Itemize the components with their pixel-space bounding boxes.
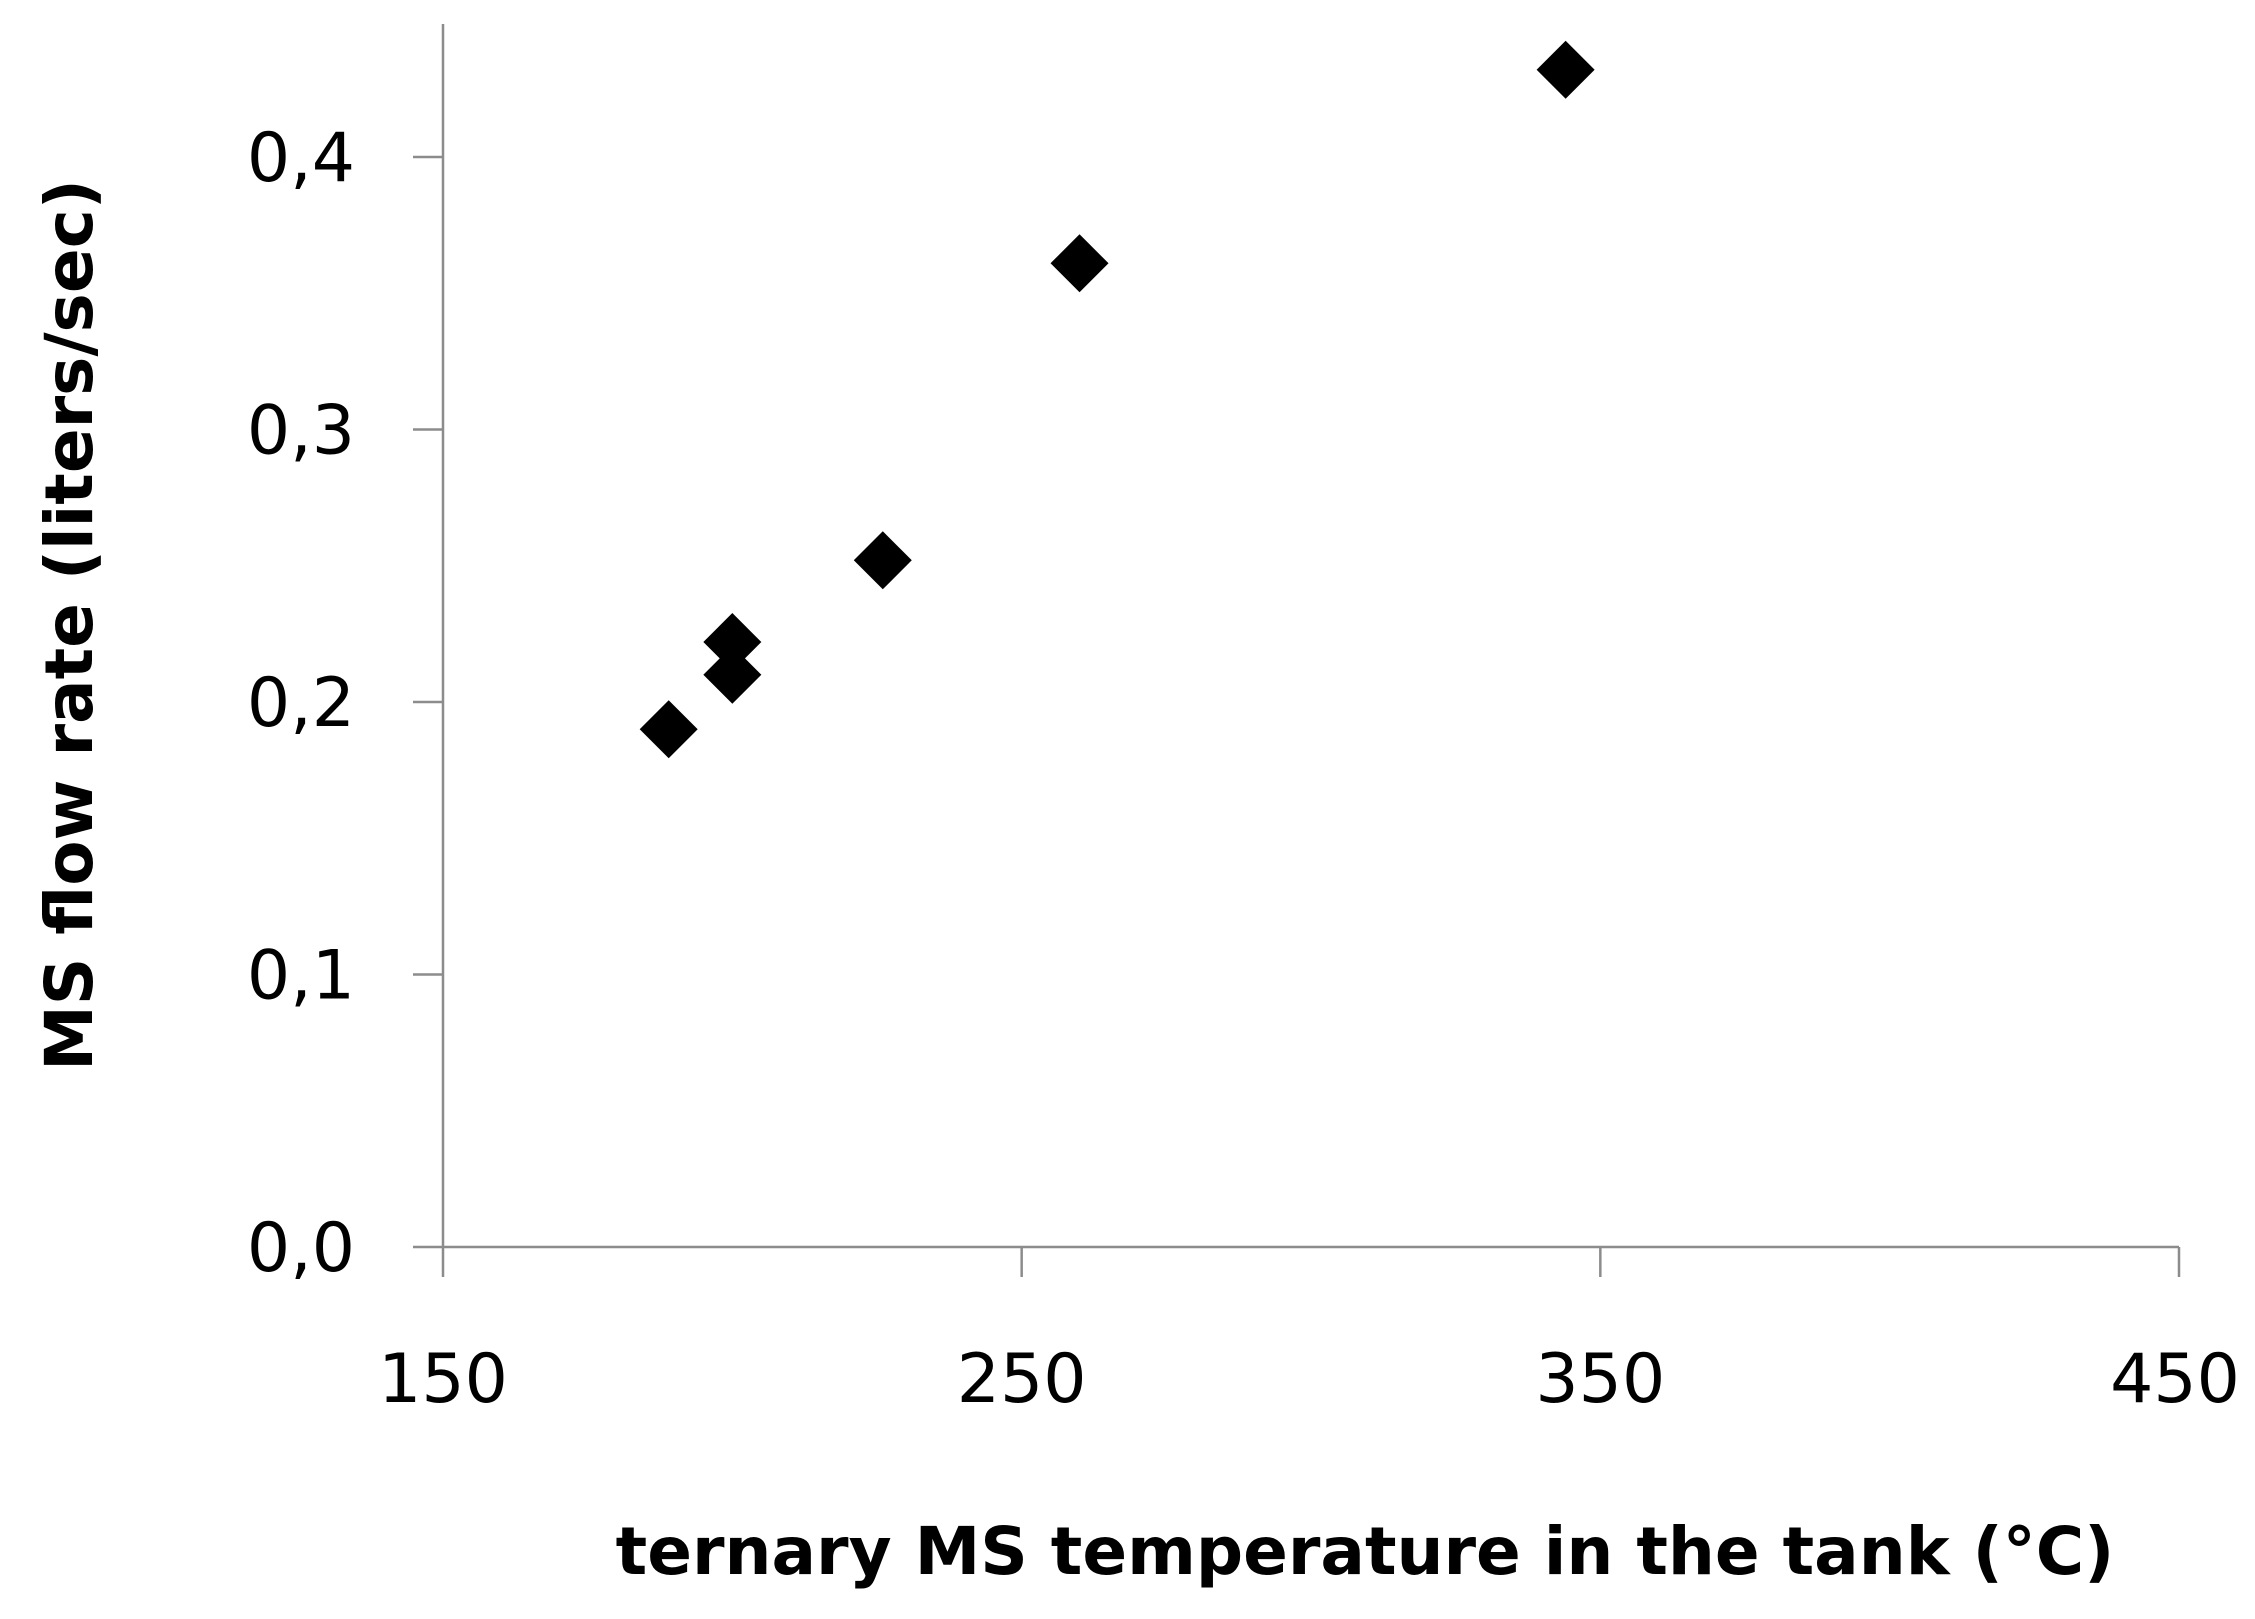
y-tick-label: 0,1: [247, 937, 355, 1016]
y-tick-label: 0,0: [247, 1209, 355, 1288]
data-points: [639, 40, 1595, 759]
data-point: [853, 531, 912, 590]
data-point: [1050, 234, 1109, 293]
data-point: [703, 645, 762, 704]
x-tick-label: 350: [1535, 1340, 1665, 1419]
y-tick-label: 0,2: [247, 664, 355, 743]
data-point: [703, 613, 762, 672]
x-tick-label: 150: [378, 1340, 508, 1419]
x-axis-title: ternary MS temperature in the tank (°C): [616, 1513, 2115, 1590]
y-axis-title: MS flow rate (liters/sec): [31, 179, 108, 1071]
x-tick-label: 250: [957, 1340, 1087, 1419]
y-tick-label: 0,4: [247, 119, 355, 198]
x-tick-label: 450: [2110, 1340, 2240, 1419]
y-axis-ticks: 0,0 0,1 0,2 0,3 0,4: [247, 119, 443, 1288]
data-point: [1536, 40, 1595, 99]
data-point: [639, 700, 698, 759]
x-axis-ticks: 150 250 350 450: [378, 1247, 2240, 1419]
y-tick-label: 0,3: [247, 392, 355, 471]
